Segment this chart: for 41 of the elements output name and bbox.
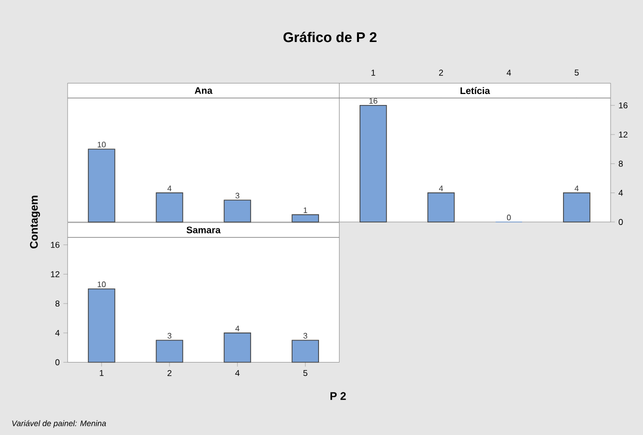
y-axis-title: Contagem — [30, 196, 40, 248]
y-tick-label: 4 — [618, 190, 623, 196]
y-tick-label: 12 — [50, 271, 60, 278]
y-tick-label: 0 — [55, 359, 60, 366]
x-axis-title: P 2 — [330, 392, 346, 400]
chart-title: Gráfico de P 2 — [284, 32, 377, 42]
bar — [88, 148, 116, 222]
data-label: 10 — [98, 282, 106, 288]
y-tick-label: 16 — [50, 242, 60, 248]
y-tick-label: 4 — [55, 330, 60, 336]
chart-subtitle: Letícia — [460, 87, 490, 94]
y-tick-label: 8 — [55, 300, 60, 307]
data-label: 3 — [235, 192, 240, 198]
x-tick-label: 2 — [168, 370, 172, 376]
x-tick-label: 2 — [439, 70, 443, 76]
chart-subtitle: Ana — [194, 87, 212, 94]
x-tick-label: 4 — [235, 370, 240, 376]
y-tick-label: 0 — [618, 218, 623, 225]
data-label: 4 — [439, 186, 444, 192]
data-label: 10 — [98, 142, 106, 148]
x-tick-label: 1 — [100, 370, 104, 376]
bar — [224, 200, 252, 222]
data-label: 0 — [506, 214, 511, 220]
data-label: 16 — [369, 98, 378, 104]
bar — [292, 214, 319, 222]
x-tick-label: 1 — [371, 70, 376, 76]
x-tick-label: 4 — [506, 70, 511, 76]
x-tick-label: 5 — [303, 370, 308, 376]
text: Variável de painel: Menina — [12, 420, 106, 428]
bar — [156, 192, 184, 222]
data-label: 4 — [574, 186, 579, 192]
data-label: 3 — [168, 332, 172, 339]
data-label: 3 — [303, 332, 308, 339]
data-label: 1 — [304, 207, 308, 213]
chart-subtitle: Samara — [186, 226, 221, 234]
y-tick-label: 12 — [619, 132, 628, 138]
y-tick-label: 8 — [618, 160, 623, 167]
y-tick-label: 16 — [619, 102, 628, 108]
data-label: 4 — [235, 326, 240, 332]
data-label: 4 — [167, 186, 172, 192]
x-tick-label: 5 — [574, 70, 579, 76]
